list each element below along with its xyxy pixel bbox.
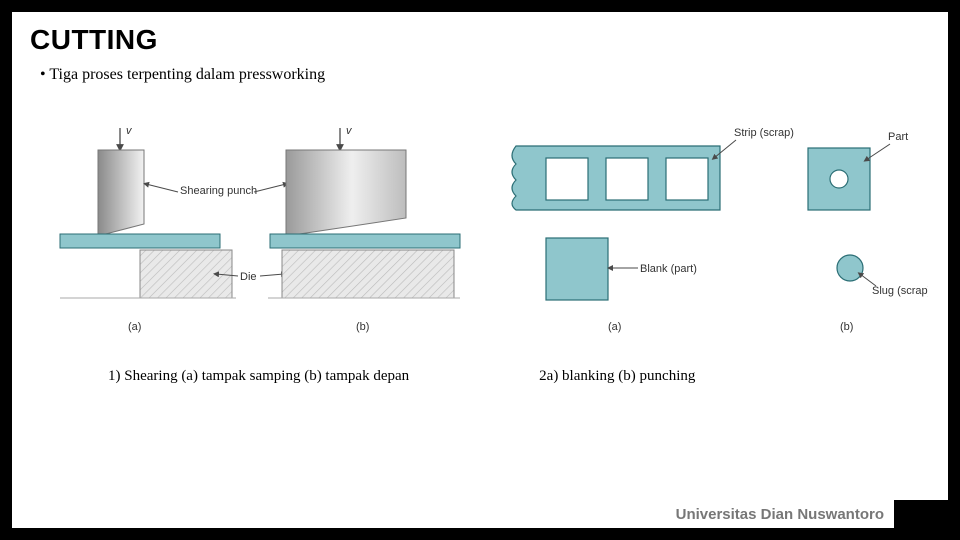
slide-frame: CUTTING Tiga proses terpenting dalam pre… <box>0 0 960 540</box>
label-v-b: v <box>346 125 353 137</box>
slug <box>837 255 863 281</box>
sheet-a <box>60 234 220 248</box>
footer-logo-box <box>894 500 948 528</box>
bullet-1: Tiga proses terpenting dalam pressworkin… <box>40 66 930 84</box>
die-b <box>282 250 454 298</box>
label-strip: Strip (scrap) <box>734 127 794 139</box>
strip-hole-1 <box>546 158 588 200</box>
label-blank: Blank (part) <box>640 263 697 275</box>
caption-left: 1) Shearing (a) tampak samping (b) tampa… <box>108 368 409 385</box>
part-hole <box>830 170 848 188</box>
caption-row: 1) Shearing (a) tampak samping (b) tampa… <box>30 368 930 385</box>
sublabel-a-right: (a) <box>608 321 621 333</box>
slide-content: CUTTING Tiga proses terpenting dalam pre… <box>12 12 948 393</box>
label-die: Die <box>240 271 257 283</box>
punch-a <box>98 150 144 236</box>
slide-title: CUTTING <box>30 24 930 56</box>
label-shearing-punch: Shearing punch <box>180 185 257 197</box>
label-part: Part <box>888 131 908 143</box>
blank <box>546 238 608 300</box>
caption-right: 2a) blanking (b) punching <box>539 368 695 385</box>
figure-shearing: v (a) Shearing punch Die <box>40 118 470 348</box>
sublabel-a-left: (a) <box>128 321 141 333</box>
sublabel-b-left: (b) <box>356 321 369 333</box>
sheet-b <box>270 234 460 248</box>
slide-footer: Universitas Dian Nuswantoro <box>676 500 948 528</box>
figure-blanking-punching: Strip (scrap) Blank (part) (a) Part <box>488 118 928 348</box>
strip-hole-3 <box>666 158 708 200</box>
footer-university: Universitas Dian Nuswantoro <box>676 506 884 523</box>
figure-row: v (a) Shearing punch Die <box>30 118 930 348</box>
label-slug: Slug (scrap) <box>872 285 928 297</box>
label-v-a: v <box>126 125 133 137</box>
sublabel-b-right: (b) <box>840 321 853 333</box>
strip-hole-2 <box>606 158 648 200</box>
punch-b <box>286 150 406 236</box>
